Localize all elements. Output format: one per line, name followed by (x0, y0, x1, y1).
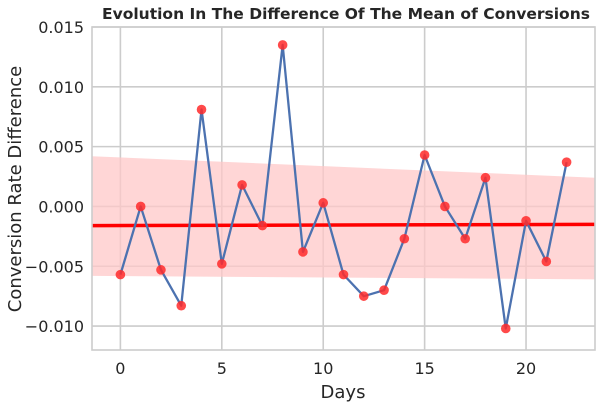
y-tick-label-4: 0.010 (38, 78, 84, 97)
y-tick-label-2: 0.000 (38, 197, 84, 216)
y-axis-title: Conversion Rate Difference (5, 66, 26, 312)
data-point-22 (561, 157, 572, 167)
y-tick-label-5: 0.015 (38, 18, 84, 37)
regression-confidence-band (92, 156, 595, 280)
data-point-13 (379, 285, 389, 295)
data-point-20 (521, 216, 531, 226)
data-point-21 (541, 256, 552, 267)
data-point-15 (419, 150, 430, 160)
data-point-19 (500, 323, 511, 334)
chart-title: Evolution In The Difference Of The Mean … (102, 5, 590, 23)
data-point-10 (318, 198, 329, 208)
data-point-11 (338, 269, 349, 280)
data-point-18 (480, 172, 491, 183)
x-tick-label-2: 10 (313, 359, 333, 378)
data-point-7 (257, 220, 268, 231)
plot-frame (91, 26, 596, 351)
data-point-8 (277, 40, 288, 50)
x-axis-title: Days (321, 382, 366, 403)
data-point-14 (399, 233, 410, 244)
data-point-9 (298, 247, 308, 257)
data-point-16 (440, 201, 450, 212)
x-tick-labels: 0 5 10 15 20 (115, 359, 536, 378)
y-tick-labels: −0.010 −0.005 0.000 0.005 0.010 0.015 (25, 18, 84, 336)
data-point-3 (176, 300, 187, 311)
data-point-6 (237, 180, 247, 190)
x-tick-label-3: 15 (414, 359, 434, 378)
plot-area (91, 26, 596, 351)
x-tick-label-0: 0 (115, 359, 125, 378)
data-point-1 (135, 201, 146, 212)
data-point-5 (217, 259, 227, 269)
data-point-12 (358, 291, 369, 301)
regression-line (91, 222, 596, 228)
data-point-0 (115, 269, 126, 280)
y-tick-label-0: −0.010 (25, 317, 84, 336)
data-point-2 (156, 265, 166, 275)
y-tick-label-3: 0.005 (38, 138, 84, 157)
y-tick-label-1: −0.005 (25, 257, 84, 276)
data-point-4 (196, 104, 207, 115)
data-point-17 (460, 233, 470, 244)
x-tick-label-1: 5 (217, 359, 227, 378)
x-tick-label-4: 20 (516, 359, 536, 378)
